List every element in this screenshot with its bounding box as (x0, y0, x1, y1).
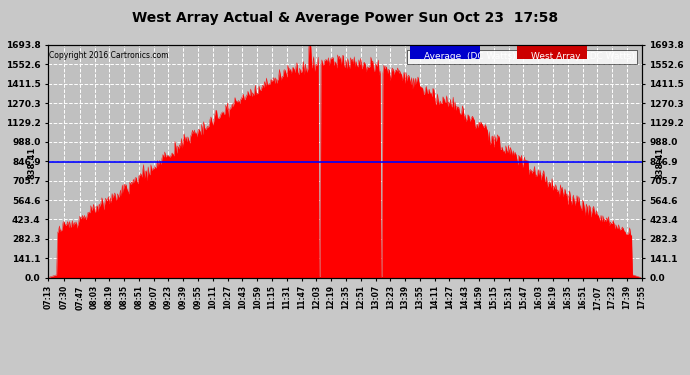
Text: 838.41: 838.41 (655, 146, 664, 178)
Text: 838.41: 838.41 (27, 146, 36, 178)
Text: Copyright 2016 Cartronics.com: Copyright 2016 Cartronics.com (49, 51, 168, 60)
Legend: Average  (DC Watts), West Array  (DC Watts): Average (DC Watts), West Array (DC Watts… (407, 50, 637, 64)
Text: West Array Actual & Average Power Sun Oct 23  17:58: West Array Actual & Average Power Sun Oc… (132, 11, 558, 25)
